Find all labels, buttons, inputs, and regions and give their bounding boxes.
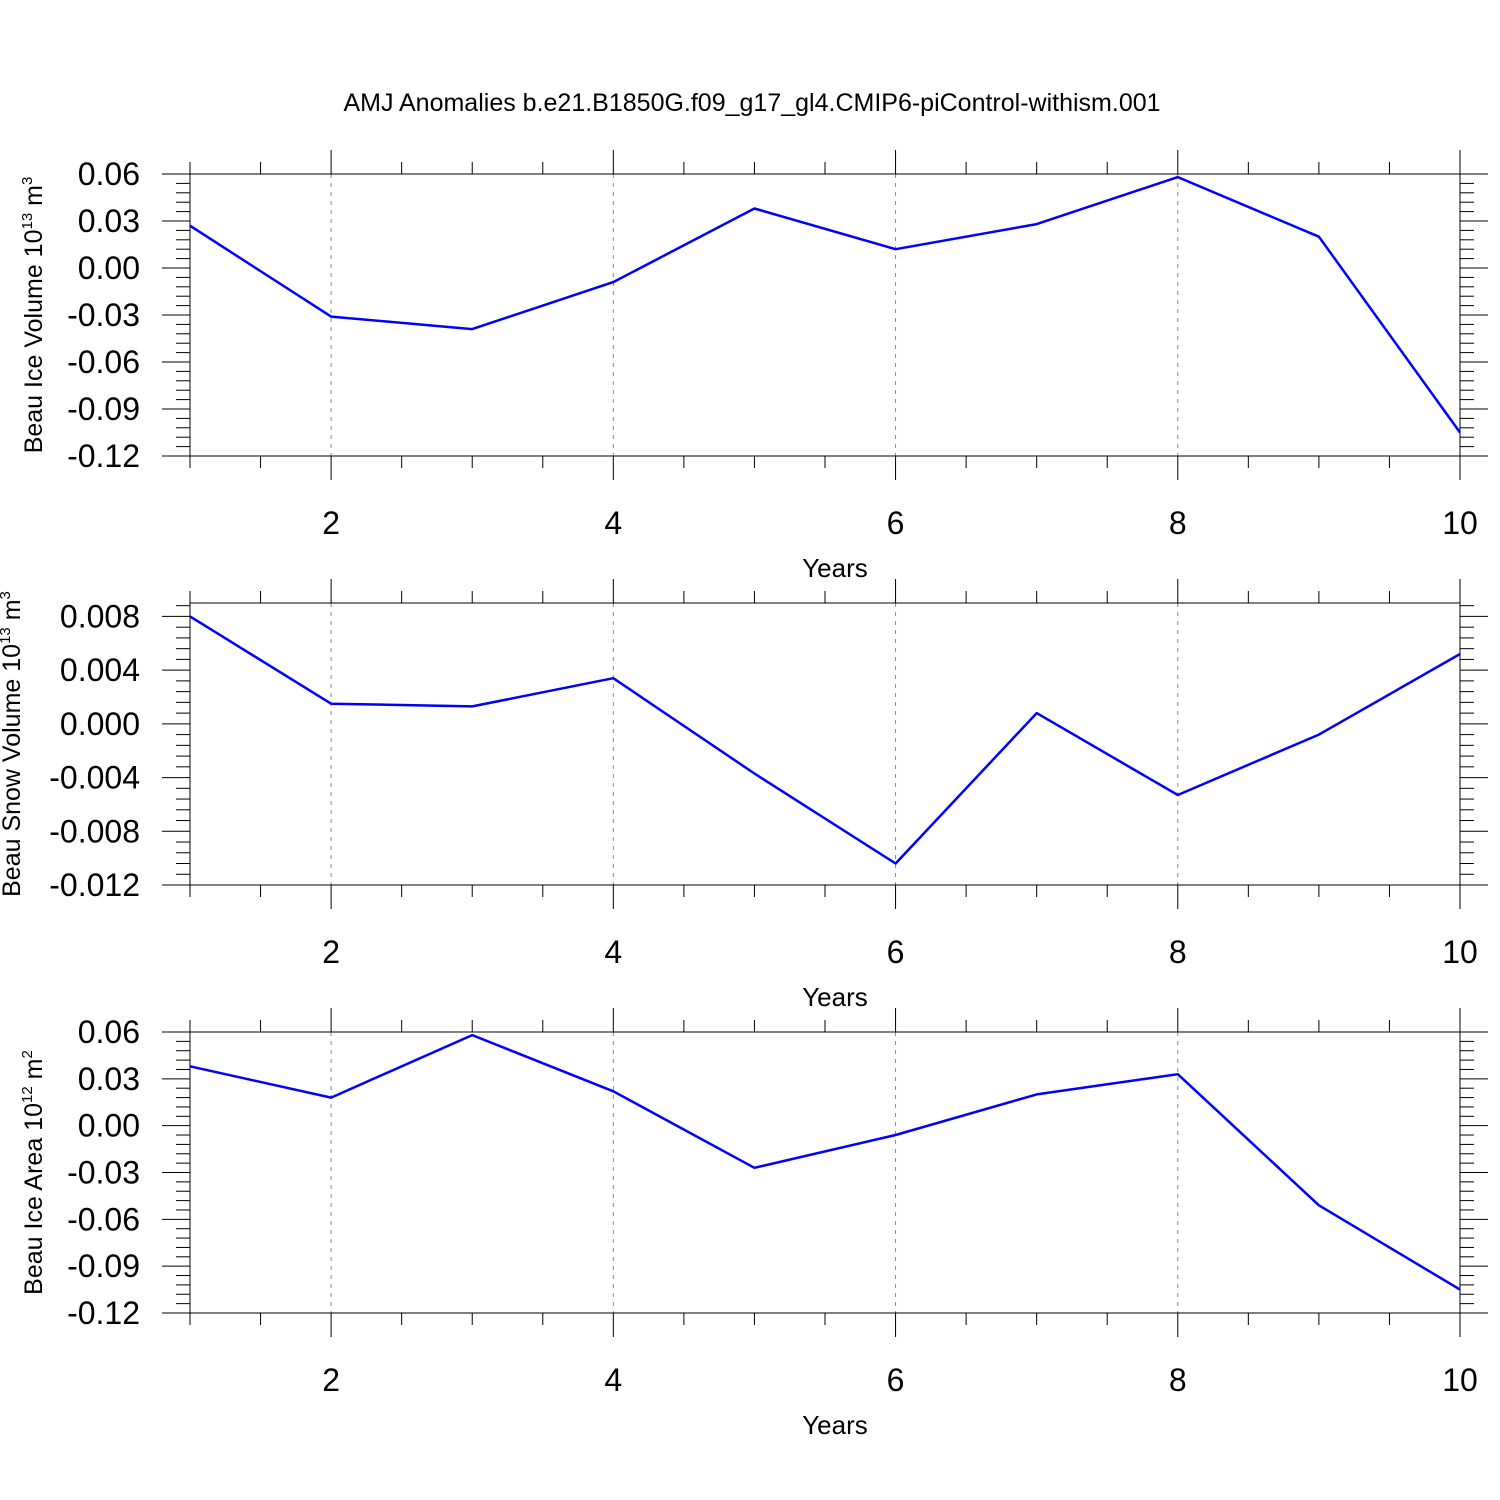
y-tick-label: 0.03 <box>78 1061 140 1097</box>
y-tick-label: -0.06 <box>67 344 140 380</box>
y-axis-label: Beau Ice Area 1012 m2 <box>19 1050 48 1295</box>
panel-2: 2 4 6 8 10 Years 0.008 0.004 0.000 -0.004 -0.008 -0… <box>0 579 1488 1012</box>
panel-1: 2 4 6 8 10 Years 0.06 0.03 0.00 -0.03 -0.06 -0.09 -0… <box>19 150 1488 583</box>
y-tick-label: 0.008 <box>60 598 140 634</box>
panel-3: 2 4 6 8 10 Years 0.06 0.03 0.00 -0.03 -0.06 -0.09 -0… <box>19 1008 1488 1440</box>
x-tick-label: 10 <box>1442 505 1478 541</box>
y-tick-label: -0.008 <box>49 813 140 849</box>
y-tick-label: -0.012 <box>49 867 140 903</box>
y-tick-label: -0.09 <box>67 391 140 427</box>
y-tick-label: 0.06 <box>78 156 140 192</box>
x-tick-label: 8 <box>1169 934 1187 970</box>
x-tick-label: 10 <box>1442 1362 1478 1398</box>
y-tick-label: -0.12 <box>67 438 140 474</box>
y-tick-label: -0.03 <box>67 1155 140 1191</box>
y-tick-label: -0.06 <box>67 1201 140 1237</box>
y-tick-label: 0.03 <box>78 203 140 239</box>
x-tick-label: 6 <box>887 1362 905 1398</box>
x-axis-label: Years <box>802 982 868 1012</box>
x-tick-label: 6 <box>887 934 905 970</box>
x-tick-label: 8 <box>1169 1362 1187 1398</box>
y-tick-label: 0.06 <box>78 1014 140 1050</box>
x-tick-label: 2 <box>322 934 340 970</box>
y-tick-label: 0.004 <box>60 652 140 688</box>
y-tick-label: -0.12 <box>67 1295 140 1331</box>
y-tick-label: 0.000 <box>60 706 140 742</box>
x-axis-label: Years <box>802 553 868 583</box>
y-tick-label: 0.00 <box>78 250 140 286</box>
x-tick-label: 6 <box>887 505 905 541</box>
x-tick-label: 4 <box>604 505 622 541</box>
x-tick-label: 10 <box>1442 934 1478 970</box>
x-tick-label: 2 <box>322 505 340 541</box>
x-tick-label: 4 <box>604 934 622 970</box>
plot-frame <box>189 602 1461 886</box>
chart-title: AMJ Anomalies b.e21.B1850G.f09_g17_gl4.C… <box>343 89 1160 117</box>
x-tick-label: 2 <box>322 1362 340 1398</box>
x-tick-label: 8 <box>1169 505 1187 541</box>
x-axis-label: Years <box>802 1410 868 1440</box>
series-line <box>189 175 1462 434</box>
y-tick-label: -0.03 <box>67 297 140 333</box>
series-line <box>189 615 1461 865</box>
y-axis-label: Beau Ice Volume 1013 m3 <box>19 177 48 454</box>
y-tick-label: -0.004 <box>49 760 140 796</box>
plot-frame <box>189 1031 1461 1314</box>
series-line <box>189 1033 1461 1291</box>
y-tick-label: 0.00 <box>78 1108 140 1144</box>
y-tick-label: -0.09 <box>67 1248 140 1284</box>
y-axis-label: Beau Snow Volume 1013 m3 <box>0 591 26 897</box>
x-tick-label: 4 <box>604 1362 622 1398</box>
